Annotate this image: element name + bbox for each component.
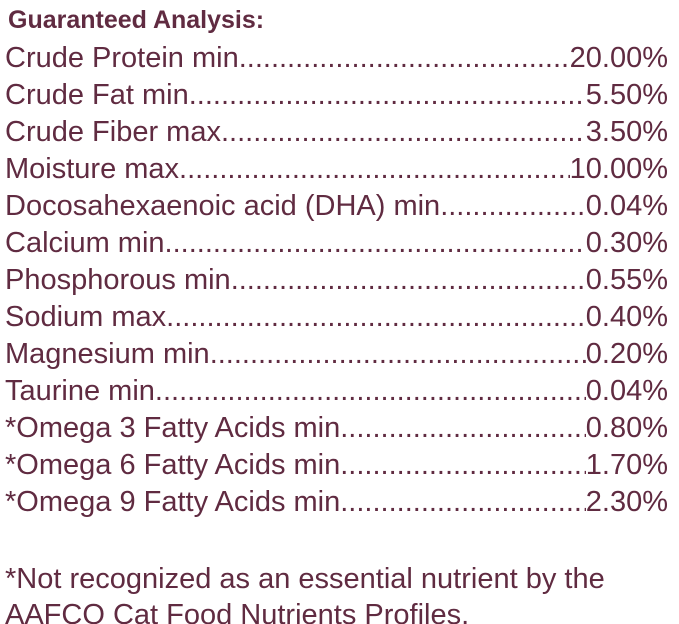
analysis-row: Sodium max 0.40% [5, 299, 668, 336]
analysis-row: Moisture max 10.00% [5, 151, 668, 188]
nutrient-value: 0.80% [585, 412, 668, 444]
dot-leader [231, 262, 586, 299]
dot-leader [165, 225, 586, 262]
nutrient-value: 2.30% [585, 486, 668, 518]
nutrient-label: *Omega 9 Fatty Acids min [5, 486, 341, 518]
nutrient-value: 0.30% [585, 227, 668, 259]
nutrient-value: 0.04% [585, 375, 668, 407]
nutrient-label: Docosahexaenoic acid (DHA) min [5, 190, 441, 222]
analysis-row: Crude Protein min 20.00% [5, 40, 668, 77]
dot-leader [340, 484, 586, 521]
nutrient-label: *Omega 6 Fatty Acids min [5, 449, 341, 481]
analysis-row: Taurine min 0.04% [5, 373, 668, 410]
nutrient-label: *Omega 3 Fatty Acids min [5, 412, 341, 444]
analysis-row: *Omega 3 Fatty Acids min 0.80% [5, 410, 668, 447]
nutrient-label: Crude Fat min [5, 79, 189, 111]
analysis-row: Magnesium min 0.20% [5, 336, 668, 373]
dot-leader [155, 373, 586, 410]
nutrient-value: 0.04% [585, 190, 668, 222]
nutrient-label: Crude Protein min [5, 42, 239, 74]
dot-leader [221, 114, 586, 151]
footnote: *Not recognized as an essential nutrient… [5, 561, 668, 624]
dot-leader [340, 410, 586, 447]
nutrient-label: Crude Fiber max [5, 116, 221, 148]
dot-leader [166, 299, 586, 336]
footnote-line: *Not recognized as an essential nutrient… [5, 563, 605, 595]
footnote-line: AAFCO Cat Food Nutrients Profiles. [5, 599, 470, 624]
dot-leader [210, 336, 586, 373]
analysis-list: Crude Protein min 20.00% Crude Fat min 5… [5, 40, 668, 521]
analysis-row: Crude Fat min 5.50% [5, 77, 668, 114]
nutrient-label: Sodium max [5, 301, 167, 333]
analysis-row: Phosphorous min 0.55% [5, 262, 668, 299]
nutrient-value: 10.00% [569, 153, 668, 185]
analysis-row: Calcium min 0.30% [5, 225, 668, 262]
analysis-row: *Omega 9 Fatty Acids min 2.30% [5, 484, 668, 521]
dot-leader [239, 40, 570, 77]
nutrient-value: 0.40% [585, 301, 668, 333]
dot-leader [340, 447, 586, 484]
nutrient-value: 1.70% [585, 449, 668, 481]
dot-leader [179, 151, 570, 188]
nutrient-value: 0.20% [585, 338, 668, 370]
analysis-row: Crude Fiber max 3.50% [5, 114, 668, 151]
analysis-row: *Omega 6 Fatty Acids min 1.70% [5, 447, 668, 484]
nutrient-value: 20.00% [569, 42, 668, 74]
page-title: Guaranteed Analysis: [8, 6, 265, 34]
nutrient-value: 5.50% [585, 79, 668, 111]
nutrient-value: 3.50% [585, 116, 668, 148]
nutrient-label: Calcium min [5, 227, 165, 259]
nutrient-label: Moisture max [5, 153, 180, 185]
analysis-row: Docosahexaenoic acid (DHA) min 0.04% [5, 188, 668, 225]
dot-leader [189, 77, 586, 114]
nutrient-label: Phosphorous min [5, 264, 231, 296]
nutrient-value: 0.55% [585, 264, 668, 296]
dot-leader [440, 188, 586, 225]
nutrient-label: Taurine min [5, 375, 155, 407]
nutrient-label: Magnesium min [5, 338, 210, 370]
